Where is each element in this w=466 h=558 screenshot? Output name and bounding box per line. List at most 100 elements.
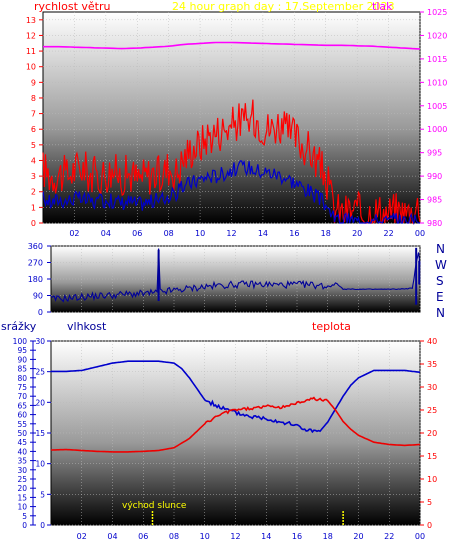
wind-x-tick-label: 10 xyxy=(195,229,205,238)
temperature-tick-label: 15 xyxy=(427,452,437,461)
rain-tick-label: 20 xyxy=(17,484,27,493)
wind-x-tick-label: 18 xyxy=(321,229,331,238)
wind-tick-label: 13 xyxy=(26,16,36,25)
rain-tick-label: 0 xyxy=(22,521,27,530)
wind-x-tick-label: 02 xyxy=(69,229,79,238)
pressure-series xyxy=(43,41,421,50)
humidity-label: vlhkost xyxy=(67,320,107,333)
climate-x-tick-label: 04 xyxy=(107,532,117,541)
climate-x-tick-label: 10 xyxy=(200,532,210,541)
rain-tick-label: 35 xyxy=(17,457,27,466)
temperature-label: teplota xyxy=(312,320,351,333)
humidity-tick-label: 0 xyxy=(40,521,45,530)
temperature-tick-label: 40 xyxy=(427,337,437,346)
pressure-tick-label: 985 xyxy=(427,196,442,205)
wind-tick-label: 4 xyxy=(31,156,36,165)
wind-x-tick-label: 06 xyxy=(132,229,142,238)
rain-tick-label: 55 xyxy=(17,420,27,429)
humidity-tick-label: 15 xyxy=(35,429,45,438)
rain-tick-label: 75 xyxy=(17,383,27,392)
wind-tick-label: 3 xyxy=(31,172,36,181)
wind-tick-label: 7 xyxy=(31,110,36,119)
temperature-tick-label: 10 xyxy=(427,475,437,484)
compass-n-top: N xyxy=(436,242,445,256)
sunrise-label: východ slunce xyxy=(122,501,187,511)
wind-tick-label: 12 xyxy=(26,31,36,40)
pressure-tick-label: 995 xyxy=(427,149,442,158)
wind-x-tick-label: 20 xyxy=(352,229,362,238)
pressure-tick-label: 1005 xyxy=(427,102,447,111)
wind-x-tick-label: 12 xyxy=(226,229,236,238)
temperature-series xyxy=(51,396,421,453)
wind-x-tick-label: 04 xyxy=(101,229,111,238)
wind-x-tick-label: 08 xyxy=(164,229,174,238)
compass-n-bottom: N xyxy=(436,306,445,320)
rain-tick-label: 25 xyxy=(17,475,27,484)
rain-tick-label: 40 xyxy=(17,447,27,456)
climate-x-tick-label: 00 xyxy=(415,532,425,541)
pressure-label: tlak xyxy=(372,0,393,13)
wind-tick-label: 1 xyxy=(31,203,36,212)
wind-average-series xyxy=(42,159,420,226)
rain-tick-label: 85 xyxy=(17,365,27,374)
wind-gust-series xyxy=(42,99,421,224)
climate-x-tick-label: 12 xyxy=(230,532,240,541)
pressure-tick-label: 1015 xyxy=(427,55,447,64)
climate-x-tick-label: 06 xyxy=(138,532,148,541)
pressure-tick-label: 1025 xyxy=(427,8,447,17)
pressure-tick-label: 1020 xyxy=(427,31,447,40)
rain-tick-label: 60 xyxy=(17,411,27,420)
wind-direction-series xyxy=(50,248,421,303)
temperature-tick-label: 35 xyxy=(427,360,437,369)
temperature-tick-label: 0 xyxy=(427,521,432,530)
humidity-tick-label: 20 xyxy=(35,398,45,407)
climate-x-tick-label: 14 xyxy=(261,532,271,541)
direction-tick-label: 360 xyxy=(28,242,43,251)
climate-x-tick-label: 18 xyxy=(323,532,333,541)
climate-x-tick-label: 20 xyxy=(353,532,363,541)
climate-x-tick-label: 08 xyxy=(169,532,179,541)
rain-tick-label: 10 xyxy=(17,503,27,512)
rain-tick-label: 95 xyxy=(17,346,27,355)
direction-tick-label: 180 xyxy=(28,275,43,284)
pressure-tick-label: 1010 xyxy=(427,78,447,87)
temperature-tick-label: 25 xyxy=(427,406,437,415)
humidity-series xyxy=(51,360,421,434)
wind-tick-label: 9 xyxy=(31,78,36,87)
rain-label: srážky xyxy=(1,320,37,333)
humidity-tick-label: 10 xyxy=(35,460,45,469)
pressure-tick-label: 990 xyxy=(427,172,442,181)
wind-speed-label: rychlost větru xyxy=(34,0,110,13)
graph-title: 24 hour graph day : 17.September 2023 xyxy=(172,0,395,13)
direction-tick-label: 0 xyxy=(38,308,43,317)
rain-tick-label: 80 xyxy=(17,374,27,383)
wind-tick-label: 6 xyxy=(31,125,36,134)
rain-tick-label: 45 xyxy=(17,438,27,447)
humidity-tick-label: 25 xyxy=(35,368,45,377)
direction-tick-label: 90 xyxy=(33,292,43,301)
rain-tick-label: 15 xyxy=(17,493,27,502)
wind-tick-label: 11 xyxy=(26,47,36,56)
compass-s: S xyxy=(436,274,444,288)
wind-tick-label: 5 xyxy=(31,141,36,150)
temperature-tick-label: 30 xyxy=(427,383,437,392)
series-layer xyxy=(42,41,421,525)
rain-tick-label: 65 xyxy=(17,401,27,410)
temperature-tick-label: 20 xyxy=(427,429,437,438)
rain-tick-label: 5 xyxy=(22,512,27,521)
compass-e: E xyxy=(436,290,444,304)
wind-tick-label: 8 xyxy=(31,94,36,103)
climate-x-tick-label: 22 xyxy=(384,532,394,541)
humidity-tick-label: 5 xyxy=(40,490,45,499)
compass-w: W xyxy=(435,258,447,272)
humidity-tick-label: 30 xyxy=(35,337,45,346)
rain-tick-label: 30 xyxy=(17,466,27,475)
wind-tick-label: 0 xyxy=(31,219,36,228)
climate-x-tick-label: 16 xyxy=(292,532,302,541)
wind-x-tick-label: 14 xyxy=(258,229,268,238)
wind-tick-label: 10 xyxy=(26,63,36,72)
pressure-tick-label: 980 xyxy=(427,219,442,228)
rain-tick-label: 100 xyxy=(13,337,28,346)
